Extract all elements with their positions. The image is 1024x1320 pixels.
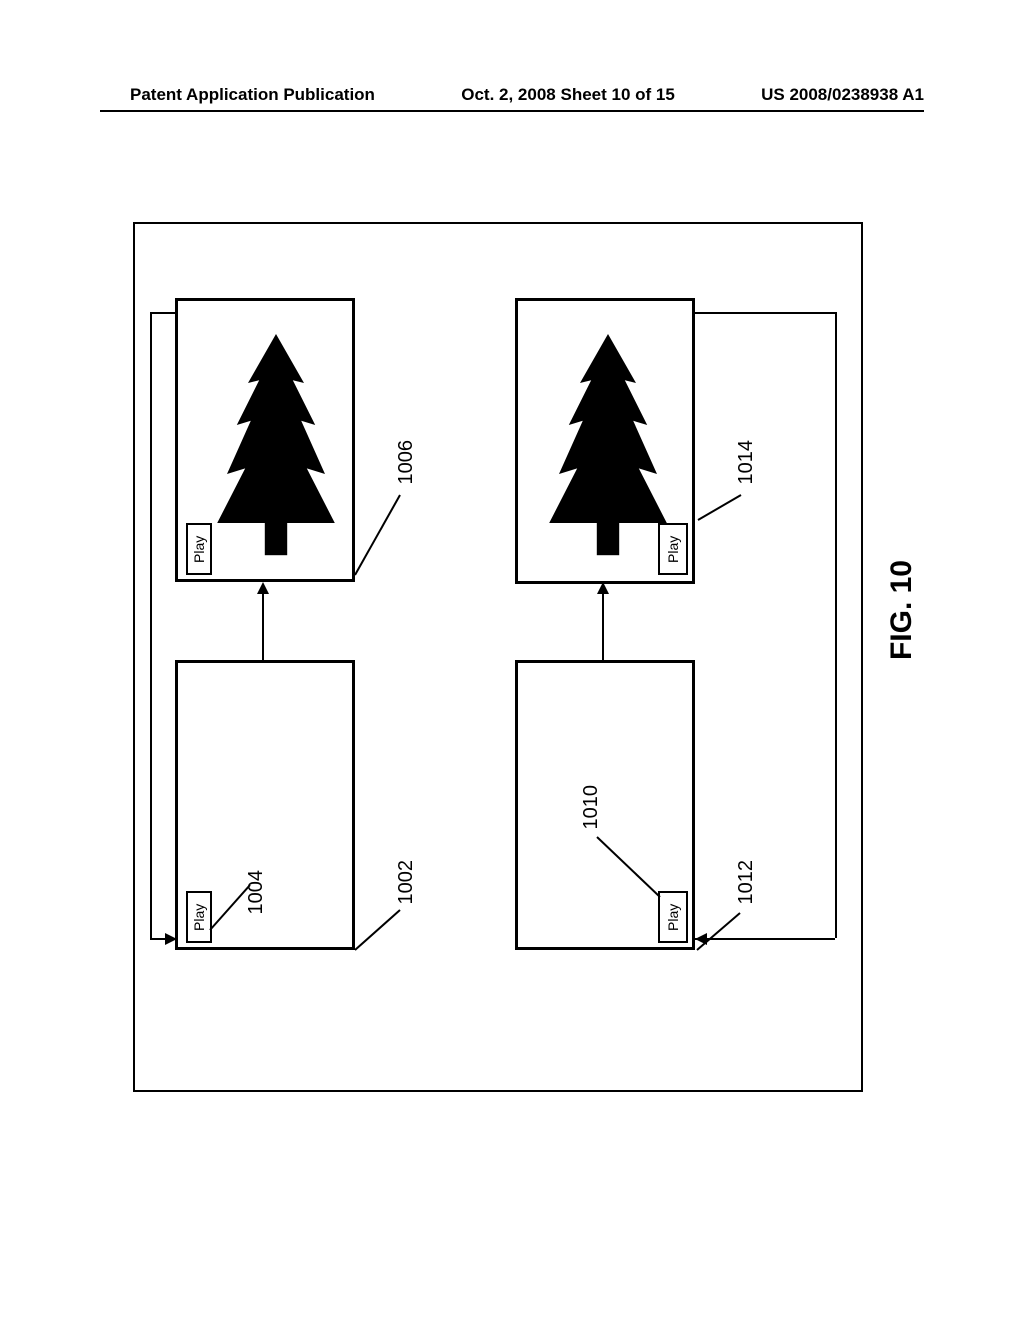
loop-left-v <box>150 312 152 938</box>
label-1002: 1002 <box>395 860 418 905</box>
arrow-line <box>262 592 264 660</box>
label-1010: 1010 <box>580 785 603 830</box>
loop-right-v <box>835 312 837 938</box>
label-1012: 1012 <box>735 860 758 905</box>
tree-icon <box>538 321 678 571</box>
header-center: Oct. 2, 2008 Sheet 10 of 15 <box>461 85 675 105</box>
leader-1014 <box>693 490 748 530</box>
label-1006: 1006 <box>395 440 418 485</box>
panel-1006: Play <box>175 298 355 582</box>
loop-left-h1 <box>150 312 175 314</box>
header-left: Patent Application Publication <box>130 85 375 105</box>
leader-1010 <box>595 835 665 905</box>
arrow-head <box>165 933 177 945</box>
leader-1004 <box>205 880 260 935</box>
panel-1014: Play <box>515 298 695 584</box>
panel-1012: Play <box>515 660 695 950</box>
header-divider <box>100 110 924 112</box>
arrow-head <box>695 933 707 945</box>
arrow-line <box>602 592 604 660</box>
loop-right-h2 <box>695 938 835 940</box>
header-right: US 2008/0238938 A1 <box>761 85 924 105</box>
leader-1006 <box>350 490 410 580</box>
leader-1002 <box>350 905 410 955</box>
figure-label: FIG. 10 <box>885 560 919 660</box>
page-header: Patent Application Publication Oct. 2, 2… <box>130 85 924 105</box>
loop-right-h1 <box>695 312 835 314</box>
label-1014: 1014 <box>735 440 758 485</box>
arrow-head <box>597 582 609 594</box>
tree-icon <box>206 321 346 571</box>
arrow-head <box>257 582 269 594</box>
